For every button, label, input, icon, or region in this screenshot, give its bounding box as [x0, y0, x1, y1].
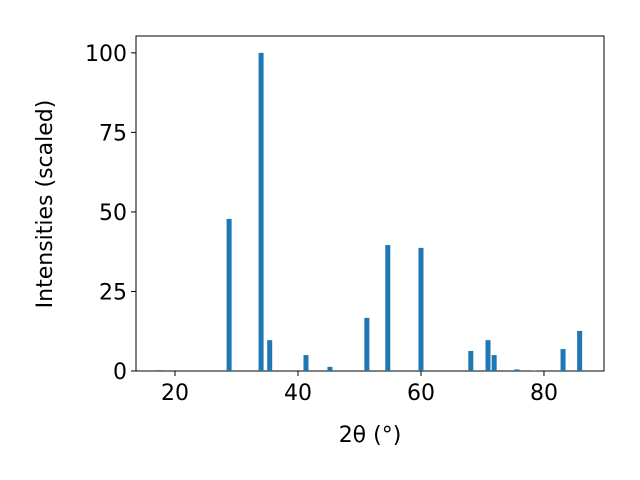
bar	[327, 366, 333, 371]
bar	[418, 247, 424, 371]
bar	[485, 340, 491, 371]
y-tick-label: 0	[113, 360, 127, 385]
bar	[560, 349, 566, 371]
x-tick-label: 60	[407, 381, 435, 406]
x-tick-label: 40	[284, 381, 312, 406]
x-axis-label: 2θ (°)	[339, 423, 402, 448]
bar	[514, 369, 520, 371]
bar	[364, 317, 370, 371]
plot-frame	[135, 35, 605, 372]
bar	[577, 330, 583, 371]
bar	[156, 370, 162, 371]
y-axis-label: Intensities (scaled)	[33, 100, 58, 309]
y-tick-label: 100	[85, 42, 127, 67]
bar	[258, 52, 264, 371]
bar	[491, 355, 497, 371]
bar	[226, 218, 232, 371]
y-tick-label: 25	[99, 280, 127, 305]
bar	[531, 370, 537, 371]
bar	[267, 340, 273, 371]
x-tick-label: 80	[530, 381, 558, 406]
x-tick-label: 20	[161, 381, 189, 406]
bar	[303, 355, 309, 371]
y-tick-label: 75	[99, 121, 127, 146]
bar	[385, 245, 391, 371]
y-tick-label: 50	[99, 201, 127, 226]
bar	[468, 350, 474, 371]
